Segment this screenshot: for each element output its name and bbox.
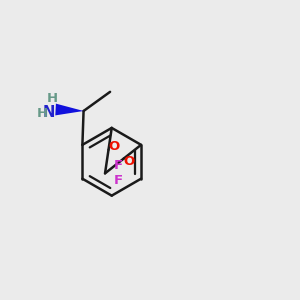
Text: F: F [114, 174, 123, 187]
Text: O: O [108, 140, 119, 153]
Text: O: O [123, 155, 135, 168]
Text: N: N [43, 105, 55, 120]
Text: F: F [114, 160, 123, 172]
Polygon shape [55, 103, 84, 116]
Text: H: H [37, 106, 48, 119]
Text: H: H [47, 92, 58, 105]
